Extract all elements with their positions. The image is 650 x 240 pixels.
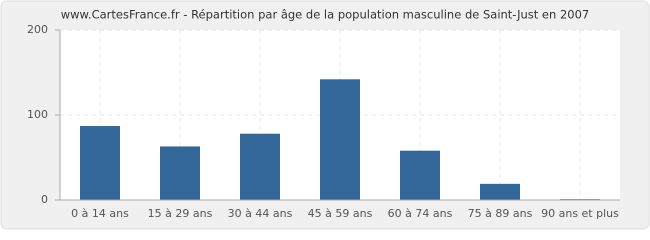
- bar: [400, 150, 440, 200]
- x-tick-label: 75 à 89 ans: [468, 207, 533, 220]
- x-tick-label: 60 à 74 ans: [388, 207, 453, 220]
- bar: [320, 79, 360, 200]
- x-tick-label: 45 à 59 ans: [308, 207, 373, 220]
- x-tick-label: 15 à 29 ans: [148, 207, 213, 220]
- y-tick-label: 200: [27, 23, 48, 36]
- chart-title: www.CartesFrance.fr - Répartition par âg…: [61, 8, 589, 22]
- bar: [480, 183, 520, 200]
- y-tick-label: 100: [27, 108, 48, 121]
- bar: [80, 126, 120, 200]
- x-tick-label: 90 ans et plus: [541, 207, 619, 220]
- bar: [240, 133, 280, 200]
- y-tick-label: 0: [41, 193, 48, 206]
- x-tick-label: 0 à 14 ans: [71, 207, 129, 220]
- bar: [160, 146, 200, 200]
- chart: www.CartesFrance.fr - Répartition par âg…: [0, 0, 650, 230]
- x-tick-label: 30 à 44 ans: [228, 207, 293, 220]
